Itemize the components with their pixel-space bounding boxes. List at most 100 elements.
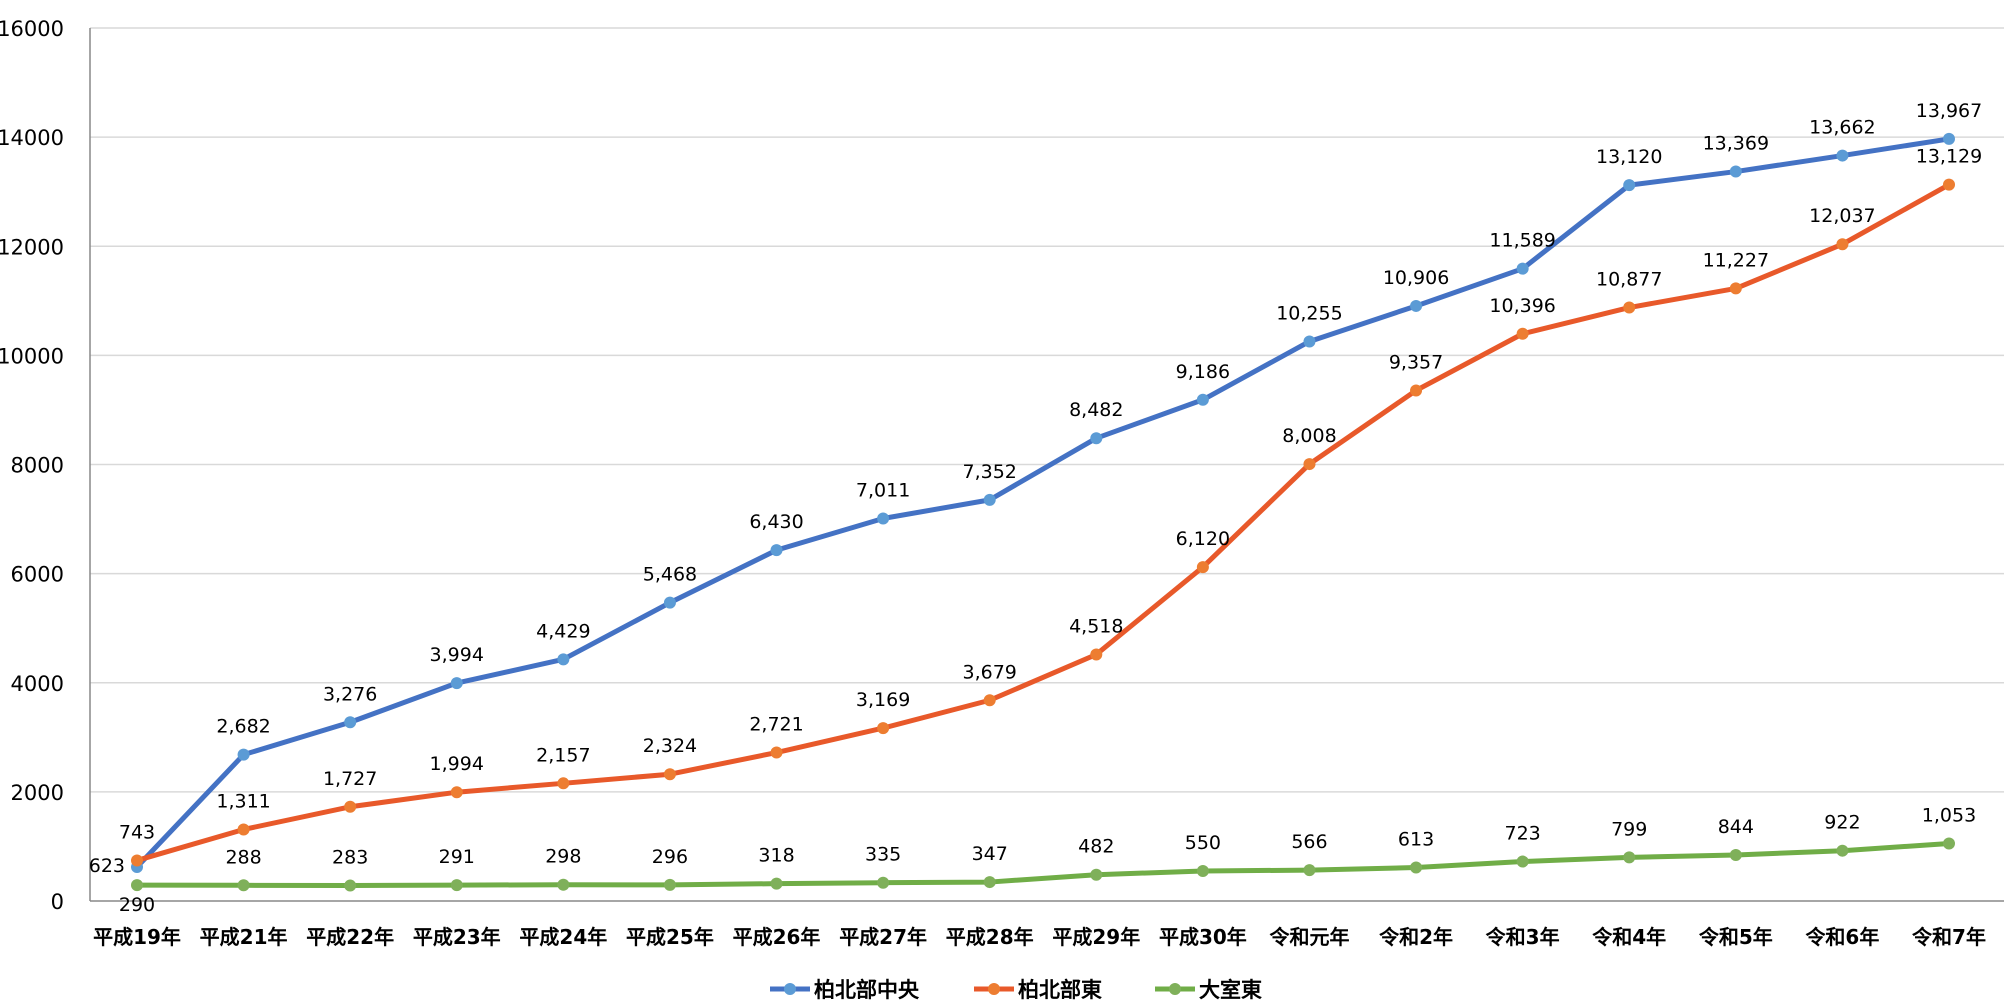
data-label: 723 xyxy=(1505,823,1541,845)
x-tick-label: 平成29年 xyxy=(1052,925,1140,949)
data-point xyxy=(1516,855,1529,868)
x-tick-label: 令和5年 xyxy=(1699,925,1773,949)
legend-label: 大室東 xyxy=(1199,978,1262,1002)
data-label: 347 xyxy=(972,843,1008,865)
x-tick-label: 令和4年 xyxy=(1592,925,1666,949)
data-label: 6,430 xyxy=(749,511,803,533)
data-point xyxy=(1410,861,1423,874)
data-point xyxy=(344,716,357,729)
data-label: 2,682 xyxy=(216,716,270,738)
data-label: 13,967 xyxy=(1916,100,1982,122)
data-label: 3,276 xyxy=(323,683,377,705)
data-point xyxy=(1196,864,1209,877)
data-label: 1,994 xyxy=(430,753,484,775)
data-point xyxy=(770,544,783,557)
data-point xyxy=(1196,561,1209,574)
data-point xyxy=(1303,335,1316,348)
data-label: 743 xyxy=(119,821,155,843)
data-label: 13,129 xyxy=(1916,146,1982,168)
data-point xyxy=(450,786,463,799)
data-label: 623 xyxy=(89,855,125,877)
data-label: 482 xyxy=(1078,836,1114,858)
data-point xyxy=(237,748,250,761)
data-point xyxy=(1303,864,1316,877)
legend-label: 柏北部東 xyxy=(1018,978,1102,1002)
data-point xyxy=(1729,282,1742,295)
x-tick-label: 平成19年 xyxy=(93,925,181,949)
data-label: 10,877 xyxy=(1596,269,1662,291)
legend-marker xyxy=(784,983,796,995)
data-label: 566 xyxy=(1291,831,1327,853)
data-point xyxy=(1943,178,1955,191)
data-point xyxy=(1729,165,1742,178)
data-point xyxy=(557,777,570,790)
x-tick-label: 令和3年 xyxy=(1486,925,1560,949)
data-point xyxy=(663,768,676,781)
data-label: 291 xyxy=(439,846,475,868)
data-point xyxy=(1090,432,1103,445)
data-point xyxy=(1836,844,1849,857)
data-point xyxy=(450,677,463,690)
data-label: 4,518 xyxy=(1069,615,1123,637)
x-tick-label: 平成24年 xyxy=(519,925,607,949)
legend-marker xyxy=(988,983,1000,995)
data-point xyxy=(877,722,890,735)
data-point xyxy=(770,746,783,759)
data-label: 288 xyxy=(225,846,261,868)
y-tick-label: 12000 xyxy=(0,235,64,259)
data-label: 3,994 xyxy=(430,644,484,666)
data-label: 550 xyxy=(1185,832,1221,854)
x-tick-label: 令和元年 xyxy=(1269,925,1349,949)
data-point xyxy=(1090,648,1103,661)
series-line xyxy=(136,182,1951,863)
data-label: 2,324 xyxy=(643,735,697,757)
data-label: 7,352 xyxy=(963,461,1017,483)
x-tick-label: 令和7年 xyxy=(1912,925,1986,949)
data-label: 9,186 xyxy=(1176,361,1230,383)
data-point xyxy=(1836,149,1849,162)
x-tick-label: 平成26年 xyxy=(733,925,821,949)
data-point xyxy=(1303,458,1316,471)
x-tick-label: 平成25年 xyxy=(626,925,714,949)
data-label: 1,727 xyxy=(323,768,377,790)
data-point xyxy=(1516,327,1529,340)
data-point xyxy=(1729,848,1742,861)
data-label: 922 xyxy=(1824,812,1860,834)
data-label: 10,255 xyxy=(1276,302,1342,324)
data-point xyxy=(1943,132,1955,145)
data-label: 10,396 xyxy=(1489,295,1555,317)
y-tick-label: 4000 xyxy=(11,672,64,696)
data-point xyxy=(1836,238,1849,251)
x-tick-label: 令和2年 xyxy=(1379,925,1453,949)
data-label: 799 xyxy=(1611,818,1647,840)
data-label: 335 xyxy=(865,844,901,866)
data-label: 1,053 xyxy=(1922,805,1976,827)
data-label: 8,482 xyxy=(1069,399,1123,421)
data-label: 318 xyxy=(758,845,794,867)
data-point xyxy=(1090,868,1103,881)
y-tick-label: 16000 xyxy=(0,17,64,41)
series-line xyxy=(136,841,1950,889)
series-line xyxy=(135,136,1950,869)
data-label: 11,227 xyxy=(1703,249,1769,271)
x-tick-label: 平成27年 xyxy=(839,925,927,949)
x-tick-label: 平成23年 xyxy=(413,925,501,949)
data-point xyxy=(1410,384,1423,397)
data-point xyxy=(131,854,143,867)
legend-marker xyxy=(1169,983,1181,995)
data-label: 4,429 xyxy=(536,620,590,642)
data-point xyxy=(131,879,143,892)
data-point xyxy=(1196,393,1209,406)
data-label: 10,906 xyxy=(1383,267,1449,289)
data-label: 613 xyxy=(1398,829,1434,851)
data-label: 5,468 xyxy=(643,564,697,586)
legend-label: 柏北部中央 xyxy=(814,978,920,1002)
data-label: 13,662 xyxy=(1809,117,1875,139)
data-point xyxy=(557,878,570,891)
x-tick-label: 平成28年 xyxy=(946,925,1034,949)
y-tick-label: 6000 xyxy=(11,563,64,587)
y-tick-label: 0 xyxy=(51,890,64,914)
x-tick-label: 平成30年 xyxy=(1159,925,1247,949)
data-label: 283 xyxy=(332,847,368,869)
